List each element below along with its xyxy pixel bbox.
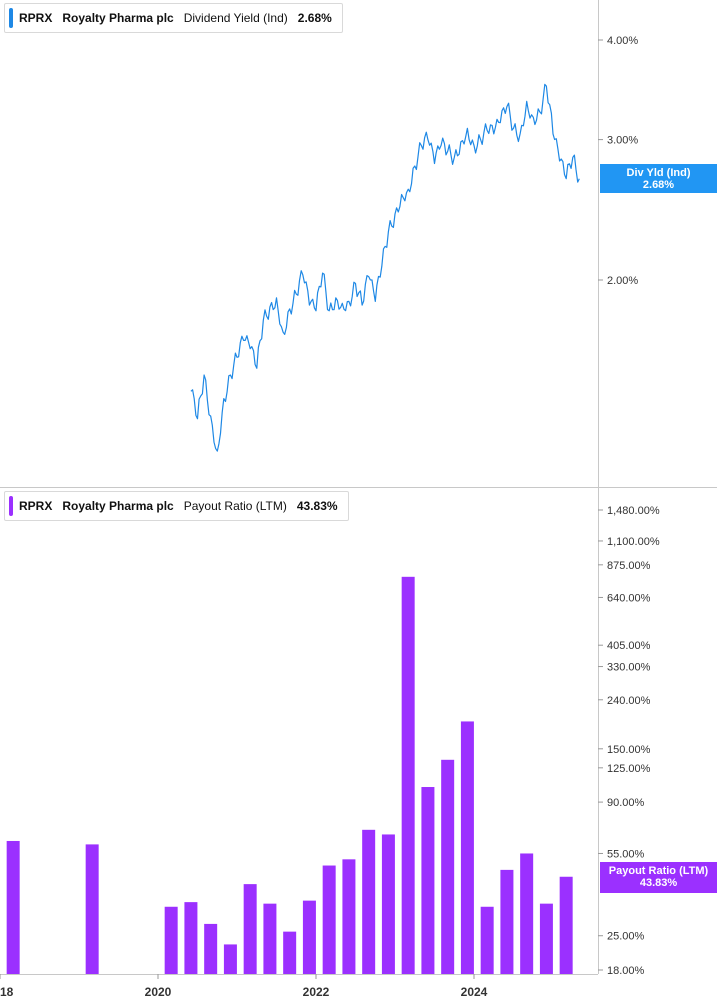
payout-y-tick-label: 640.00% [607,592,651,604]
payout-bar [460,721,474,974]
payout-tag-value: 43.83% [639,877,678,889]
payout-y-tick-label: 25.00% [607,931,645,943]
yield-current-tag: Div Yld (Ind) 2.68% [600,164,717,193]
payout-legend-metric: Payout Ratio (LTM) [183,499,287,513]
payout-bar [401,576,415,974]
yield-y-tick-label: 3.00% [607,135,638,147]
payout-y-tick-label: 18.00% [607,965,645,977]
payout-bar [302,900,316,974]
yield-tag-label: Div Yld (Ind) [626,167,691,179]
payout-bar [381,834,395,974]
yield-legend-ticker: RPRX [19,11,53,25]
yield-legend-value: 2.68% [297,11,332,25]
payout-bar [421,787,435,974]
yield-legend-metric: Dividend Yield (Ind) [183,11,288,25]
x-tick-label: 2022 [303,985,330,999]
payout-y-tick-label: 875.00% [607,560,651,572]
payout-y-tick-label: 125.00% [607,763,651,775]
payout-y-tick-label: 240.00% [607,695,651,707]
x-tick-label: 18 [0,985,14,999]
payout-y-tick-label: 1,480.00% [607,505,660,517]
yield-line [190,83,580,452]
payout-bar [243,884,257,974]
payout-bar [263,903,277,974]
payout-bar [6,840,20,974]
payout-y-tick-label: 150.00% [607,744,651,756]
x-tick-label: 2020 [145,985,172,999]
payout-bar [85,844,99,974]
payout-legend-swatch [9,496,13,516]
payout-legend-value: 43.83% [296,499,338,513]
yield-tag-value: 2.68% [642,179,675,191]
payout-y-tick-label: 55.00% [607,848,645,860]
payout-bar [223,944,237,974]
payout-bar [500,869,514,974]
payout-y-tick-label: 405.00% [607,640,651,652]
yield-series-line [190,83,580,452]
payout-legend-company: Royalty Pharma plc [62,499,174,513]
payout-bar [480,906,494,974]
payout-bar [322,865,336,974]
payout-bar [164,906,178,974]
x-tick-label: 2024 [461,985,488,999]
payout-current-tag: Payout Ratio (LTM) 43.83% [600,862,717,893]
payout-legend-ticker: RPRX [19,499,53,513]
payout-y-tick-label: 330.00% [607,662,651,674]
payout-bar [441,759,455,974]
payout-tag-label: Payout Ratio (LTM) [608,865,709,877]
yield-y-axis: 4.00% 3.00% 2.00% [598,35,638,287]
payout-bar [283,931,297,974]
payout-bar [184,902,198,974]
payout-legend[interactable]: RPRX Royalty Pharma plc Payout Ratio (LT… [4,491,349,521]
payout-bar [520,853,534,974]
payout-y-tick-label: 1,100.00% [607,536,660,548]
x-axis: 18 2020 2022 2024 [0,974,488,999]
yield-y-tick-label: 2.00% [607,275,638,287]
payout-bar [539,903,553,974]
payout-bars [6,576,573,974]
yield-y-tick-label: 4.00% [607,35,638,47]
payout-bar [204,923,218,974]
payout-y-tick-label: 90.00% [607,797,645,809]
payout-y-axis: 1,480.00% 1,100.00% 875.00% 640.00% 405.00% 3… [598,505,660,977]
payout-bar [342,859,356,974]
payout-bar [362,829,376,974]
payout-bar [559,876,573,974]
yield-legend-swatch [9,8,13,28]
chart-axes [0,0,717,975]
yield-legend-company: Royalty Pharma plc [62,11,174,25]
yield-legend[interactable]: RPRX Royalty Pharma plc Dividend Yield (… [4,3,343,33]
